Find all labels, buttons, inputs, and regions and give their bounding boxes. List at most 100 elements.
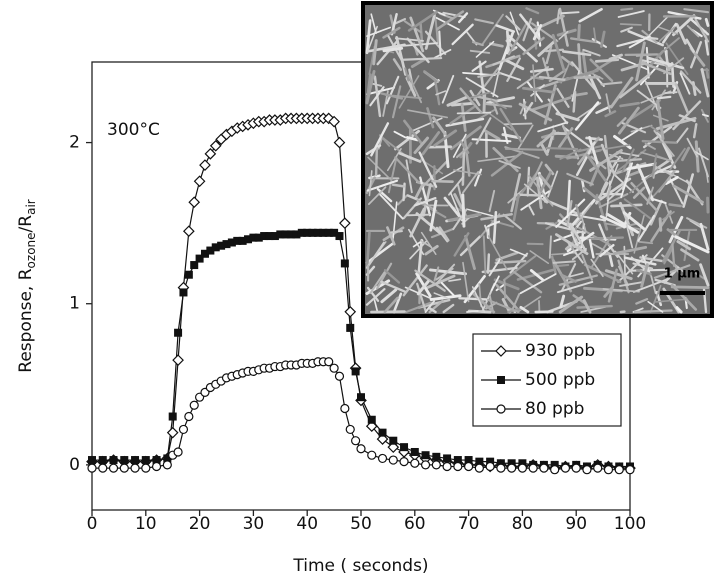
sem-fiber (462, 170, 480, 194)
data-point (200, 249, 209, 258)
data-point (365, 420, 378, 433)
sem-fiber (486, 253, 491, 274)
legend-label: 80 ppb (525, 399, 584, 419)
data-point (464, 456, 473, 465)
sem-fiber (367, 156, 392, 181)
x-tick-label: 80 (512, 514, 534, 534)
sem-fiber (578, 7, 603, 23)
sem-fiber (519, 305, 530, 314)
data-point (163, 454, 172, 463)
data-point (582, 465, 592, 475)
sem-fiber (588, 74, 602, 100)
sem-fiber (626, 162, 656, 171)
data-point (388, 455, 398, 465)
sem-fiber (495, 283, 506, 292)
sem-fiber (404, 67, 410, 82)
sem-fiber (501, 297, 512, 314)
sem-fiber (568, 198, 596, 230)
sem-fiber (421, 131, 441, 156)
sem-fiber (410, 58, 426, 69)
data-point (141, 463, 151, 473)
sem-fiber (604, 269, 633, 281)
sem-fiber (675, 127, 689, 144)
data-point (453, 461, 463, 472)
sem-fiber (428, 307, 437, 314)
sem-fiber (392, 201, 398, 242)
sem-fiber (450, 125, 482, 151)
sem-fiber (689, 219, 703, 229)
sem-fiber (432, 9, 446, 17)
sem-fiber (407, 10, 439, 32)
sem-fiber (424, 300, 436, 313)
sem-fiber (616, 38, 643, 48)
sem-fiber (383, 296, 399, 314)
sem-fiber (577, 226, 612, 247)
sem-fiber (455, 146, 469, 159)
sem-fiber (582, 186, 600, 201)
sem-fiber (405, 301, 433, 314)
sem-fiber (529, 161, 543, 188)
data-point (297, 228, 306, 237)
sem-fiber (420, 239, 432, 248)
data-point (287, 230, 296, 239)
x-tick-label: 10 (135, 514, 157, 534)
data-point (377, 453, 388, 464)
sem-fiber (556, 280, 594, 294)
sem-fiber (474, 168, 483, 187)
sem-fiber (487, 235, 508, 271)
sem-fiber (618, 265, 630, 287)
sem-fiber (646, 186, 654, 205)
sem-fiber (672, 14, 696, 37)
data-point (189, 400, 199, 410)
sem-fiber (704, 39, 710, 56)
sem-fiber (522, 17, 533, 42)
sem-fiber (482, 235, 487, 275)
sem-fiber (656, 95, 672, 100)
sem-fiber (574, 101, 600, 131)
sem-fiber (424, 274, 456, 290)
sem-fiber (366, 26, 392, 37)
sem-fiber (366, 179, 399, 192)
sem-fiber (466, 208, 494, 217)
sem-fiber (434, 166, 463, 184)
data-point (233, 236, 242, 245)
sem-fiber (658, 26, 679, 35)
sem-inset: 1 µm (361, 1, 714, 318)
sem-fiber (391, 85, 402, 119)
sem-fiber (649, 199, 663, 226)
sem-fiber (633, 309, 673, 314)
sem-fiber (632, 262, 654, 270)
sem-fiber (366, 286, 380, 302)
sem-fiber (649, 284, 662, 313)
sem-fiber (641, 139, 678, 144)
sem-fiber (398, 75, 420, 109)
data-point (222, 240, 231, 249)
sem-fiber (671, 243, 676, 267)
sem-fiber (387, 156, 398, 194)
data-point (98, 463, 108, 473)
data-point (324, 228, 333, 237)
sem-fiber (434, 48, 452, 59)
sem-fiber (460, 103, 467, 133)
sem-fiber (488, 256, 502, 277)
data-point (367, 415, 376, 424)
sem-fiber (645, 46, 650, 79)
sem-fiber (369, 86, 385, 107)
x-tick-label: 20 (189, 514, 211, 534)
sem-fiber (487, 298, 520, 314)
sem-fiber (483, 129, 501, 141)
sem-fiber (509, 248, 528, 257)
sem-fiber (487, 111, 513, 131)
annotation: 300°C (107, 120, 160, 140)
data-point (351, 436, 361, 446)
sem-fiber (555, 233, 589, 256)
sem-fiber (438, 226, 450, 242)
data-point (174, 328, 183, 337)
sem-fiber (604, 110, 617, 118)
sem-fiber (435, 226, 449, 243)
sem-fiber (475, 117, 492, 145)
sem-fiber (366, 241, 385, 269)
sem-fiber (507, 34, 538, 63)
sem-fiber (620, 26, 633, 33)
sem-fiber (525, 7, 540, 15)
